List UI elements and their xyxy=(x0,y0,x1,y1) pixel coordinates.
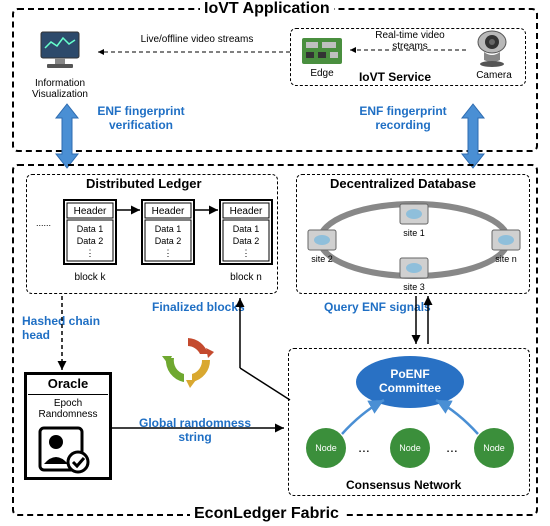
svg-text:site 3: site 3 xyxy=(403,282,425,292)
poenf-committee: PoENF Committee Node Node Node ... ... xyxy=(292,352,528,482)
ledger-title: Distributed Ledger xyxy=(86,176,202,191)
svg-text:Node: Node xyxy=(483,443,505,453)
finalized-label: Finalized blocks xyxy=(152,300,245,314)
svg-text:Node: Node xyxy=(399,443,421,453)
stream2-label: Real-time video streams xyxy=(360,30,460,52)
svg-text:block n: block n xyxy=(230,272,262,283)
svg-text:Data 2: Data 2 xyxy=(77,236,104,246)
fabric-title: EconLedger Fabric xyxy=(190,505,343,523)
svg-text:Header: Header xyxy=(230,206,263,217)
svg-text:PoENF: PoENF xyxy=(390,367,429,381)
svg-text:Data 1: Data 1 xyxy=(233,224,260,234)
svg-text:block k: block k xyxy=(74,272,106,283)
hashed-label: Hashed chain head xyxy=(22,314,102,342)
oracle-title: Oracle xyxy=(24,376,112,391)
svg-text:Data 1: Data 1 xyxy=(155,224,182,234)
enf-verify-label: ENF fingerprint verification xyxy=(86,104,196,132)
svg-text:site 2: site 2 xyxy=(311,254,333,264)
svg-text:...: ... xyxy=(446,439,458,455)
svg-text:⋮: ⋮ xyxy=(164,248,173,258)
svg-text:Header: Header xyxy=(74,206,107,217)
svg-text:⋮: ⋮ xyxy=(86,248,95,258)
svg-text:⋮: ⋮ xyxy=(242,248,251,258)
query-label: Query ENF signals xyxy=(324,300,431,314)
cycle-icon xyxy=(158,330,218,390)
svg-text:Committee: Committee xyxy=(379,381,441,395)
svg-text:Data 2: Data 2 xyxy=(155,236,182,246)
epoch-rand-label: Epoch Randomness xyxy=(28,398,108,420)
svg-text:Data 1: Data 1 xyxy=(77,224,104,234)
svg-text:Data 2: Data 2 xyxy=(233,236,260,246)
svg-text:Header: Header xyxy=(152,206,185,217)
blue-arrow-right xyxy=(458,102,488,170)
svg-text:......: ...... xyxy=(36,218,51,228)
ledger-blocks: ...... Header Data 1 Data 2 ⋮ block k He… xyxy=(30,196,276,288)
db-ring: site 1 site 2 site 3 site n xyxy=(302,192,526,292)
svg-text:Node: Node xyxy=(315,443,337,453)
global-rand-label: Global randomness string xyxy=(130,416,260,444)
svg-text:site 1: site 1 xyxy=(403,228,425,238)
stream1-label: Live/offline video streams xyxy=(112,34,282,45)
svg-text:...: ... xyxy=(358,439,370,455)
oracle-icon xyxy=(38,426,94,476)
enf-record-label: ENF fingerprint recording xyxy=(348,104,458,132)
blue-arrow-left xyxy=(52,102,82,170)
svg-text:site n: site n xyxy=(495,254,517,264)
db-title: Decentralized Database xyxy=(330,176,476,191)
